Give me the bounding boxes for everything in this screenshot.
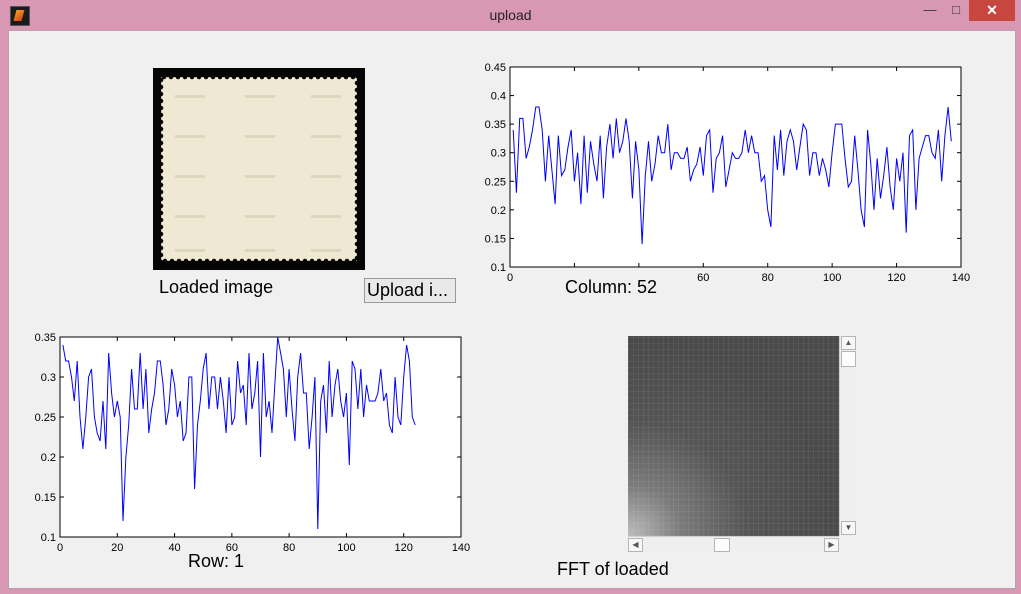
matlab-icon	[10, 6, 30, 26]
row-plot-axes: 0 20 40 60 80 100 120 140 0.1 0.15 0.2 0.25 0.3 0.35	[35, 332, 471, 554]
plot-area	[509, 66, 962, 268]
x-tick-label: 80	[762, 272, 774, 284]
y-tick-label: 0.2	[491, 205, 506, 217]
horizontal-scrollbar[interactable]: ◀ ▶	[628, 536, 839, 552]
x-tick-label: 60	[697, 272, 709, 284]
y-tick-label: 0.2	[41, 452, 56, 464]
x-tick-label: 100	[337, 542, 355, 554]
y-tick-label: 0.25	[485, 176, 506, 188]
scroll-right-icon[interactable]: ▶	[824, 538, 839, 552]
y-tick-label: 0.1	[41, 532, 56, 544]
y-tick-label: 0.25	[35, 412, 56, 424]
vertical-scrollbar[interactable]: ▲ ▼	[839, 336, 856, 536]
y-tick-label: 0.35	[35, 332, 56, 344]
x-tick-label: 0	[57, 542, 63, 554]
y-tick-label: 0.4	[491, 91, 506, 103]
close-button[interactable]: ✕	[969, 0, 1015, 21]
upload-button[interactable]: Upload i...	[364, 278, 456, 303]
horizontal-scroll-thumb[interactable]	[714, 538, 730, 552]
vertical-scroll-thumb[interactable]	[841, 351, 856, 367]
minimize-button[interactable]: —	[923, 2, 937, 17]
y-tick-label: 0.45	[485, 62, 506, 74]
column-plot-label: Column: 52	[565, 277, 658, 297]
x-tick-label: 100	[823, 272, 841, 284]
title-bar: upload — □ ✕	[0, 0, 1021, 30]
y-tick-label: 0.3	[491, 148, 506, 160]
stamp-image	[161, 77, 357, 261]
row-plot-label: Row: 1	[188, 551, 245, 571]
x-tick-label: 0	[507, 272, 513, 284]
x-tick-label: 120	[395, 542, 413, 554]
window-title: upload	[489, 7, 532, 23]
x-tick-label: 60	[226, 542, 238, 554]
fft-label: FFT of loaded	[557, 559, 669, 579]
data-series-line	[512, 106, 952, 245]
loaded-image-axes	[153, 68, 365, 270]
loaded-image-label: Loaded image	[159, 277, 274, 297]
fft-image	[628, 336, 839, 536]
column-plot-axes: 0 60 80 100 120 140 0.1 0.15 0.2 0.25 0.3 0.35 0.4 0.…	[485, 62, 971, 284]
y-tick-label: 0.3	[41, 372, 56, 384]
y-tick-label: 0.35	[485, 119, 506, 131]
plot-area	[59, 336, 462, 538]
x-tick-label: 20	[111, 542, 123, 554]
x-tick-label: 140	[452, 542, 470, 554]
x-tick-label: 80	[283, 542, 295, 554]
fft-image-panel: ▲ ▼ ◀ ▶	[628, 336, 856, 552]
scroll-left-icon[interactable]: ◀	[628, 538, 643, 552]
data-series-line	[62, 336, 416, 530]
x-tick-label: 140	[952, 272, 970, 284]
x-tick-label: 40	[168, 542, 180, 554]
scroll-down-icon[interactable]: ▼	[841, 521, 856, 535]
y-tick-label: 0.15	[485, 233, 506, 245]
scroll-up-icon[interactable]: ▲	[841, 336, 856, 350]
maximize-button[interactable]: □	[952, 2, 960, 17]
y-tick-label: 0.15	[35, 492, 56, 504]
y-tick-label: 0.1	[491, 262, 506, 274]
x-tick-label: 120	[887, 272, 905, 284]
